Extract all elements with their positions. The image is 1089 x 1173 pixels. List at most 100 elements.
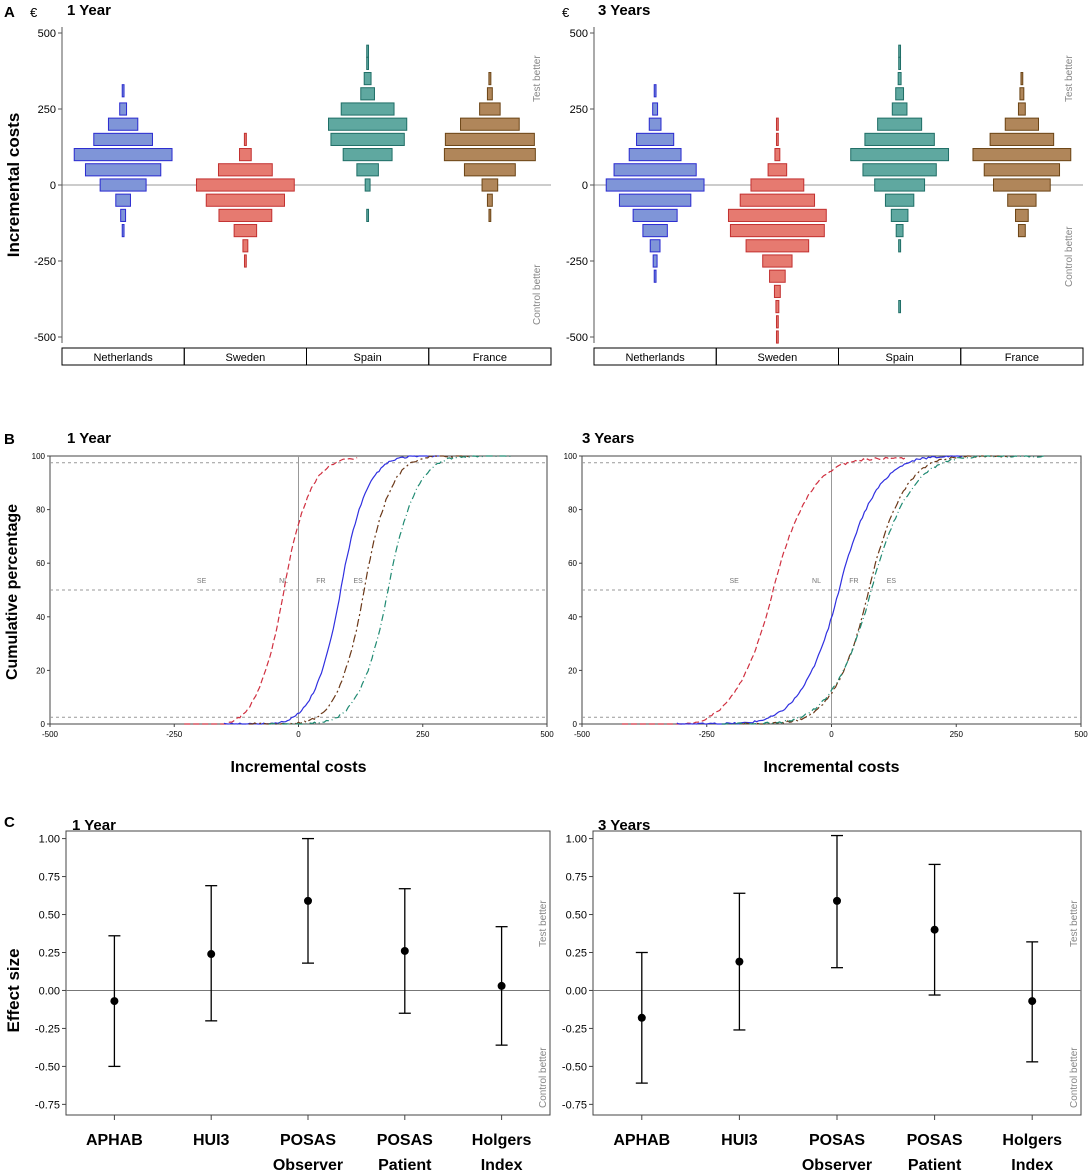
annotation-control-better: Control better (1069, 1047, 1080, 1108)
chart-title: 1 Year (67, 2, 111, 19)
chart-title: 3 Years (598, 817, 650, 834)
histogram-bin-spain (874, 178, 926, 192)
y-tick-label: 100 (564, 452, 578, 461)
chart-title: 1 Year (72, 817, 116, 834)
point-estimate-posas-patient (930, 925, 939, 934)
y-tick-label: 0.50 (39, 910, 60, 922)
histogram-bin-france (1004, 117, 1040, 131)
panel-letter-c: C (4, 814, 15, 831)
x-tick-label: -500 (574, 730, 591, 739)
histogram-bin-netherlands (84, 163, 162, 177)
histogram-bin-netherlands (121, 84, 125, 98)
x-tick-label: -250 (166, 730, 183, 739)
histogram-bin-sweden (775, 330, 779, 344)
panel-c-3-years: 3 Years 1.00 0.75 0.50 0.25 0.00 -0.25 -0.50 -0.… (562, 817, 1082, 1173)
histogram-bin-sweden (750, 178, 805, 192)
panel-letter-b: B (4, 431, 15, 448)
histogram-bin-spain (328, 117, 408, 131)
category-label-france: France (1005, 352, 1039, 364)
y-tick-label: 0.75 (566, 872, 587, 884)
histogram-bin-netherlands (119, 102, 128, 116)
x-tick-label: -500 (42, 730, 59, 739)
histogram-bin-spain (364, 178, 371, 192)
histogram-bin-netherlands (628, 148, 682, 162)
y-tick-label: -0.75 (562, 1099, 587, 1111)
histogram-bin-netherlands (648, 117, 662, 131)
histogram-bin-spain (898, 300, 902, 314)
histogram-bin-netherlands (99, 178, 147, 192)
histogram-bin-spain (862, 163, 937, 177)
histogram-bin-france (1017, 224, 1026, 238)
histogram-bin-france (972, 148, 1072, 162)
x-tick-label-posas-patient: Patient (908, 1157, 962, 1173)
histogram-bin-sweden (217, 163, 273, 177)
cdf-line-sweden (621, 456, 906, 725)
x-tick-label: 500 (540, 730, 554, 739)
category-box (960, 347, 1084, 366)
histogram-bin-sweden (205, 193, 285, 207)
histogram-bin-spain (330, 132, 405, 146)
y-tick-label: 500 (570, 28, 588, 40)
histogram-bin-netherlands (652, 254, 658, 268)
category-label-spain: Spain (886, 352, 914, 364)
currency-unit: € (562, 5, 570, 20)
histogram-bin-spain (898, 56, 902, 70)
histogram-bin-sweden (727, 208, 827, 222)
histogram-bin-netherlands (605, 178, 705, 192)
histogram-bin-spain (363, 72, 372, 86)
histogram-bin-france (983, 163, 1061, 177)
histogram-bin-sweden (729, 224, 825, 238)
category-label-spain: Spain (354, 352, 382, 364)
histogram-bin-sweden (739, 193, 816, 207)
point-estimate-holgers-index (497, 981, 506, 990)
histogram-bin-netherlands (107, 117, 139, 131)
histogram-bin-sweden (239, 148, 252, 162)
histogram-bin-sweden (218, 208, 273, 222)
histogram-bin-netherlands (653, 84, 657, 98)
y-tick-label: 1.00 (566, 834, 587, 846)
histogram-bin-sweden (243, 254, 247, 268)
histogram-bin-netherlands (93, 132, 153, 146)
point-estimate-posas-observer (833, 896, 841, 905)
category-label-netherlands: Netherlands (93, 352, 153, 364)
x-tick-label-posas-observer: POSAS (280, 1132, 336, 1149)
histogram-bin-france (1015, 208, 1029, 222)
histogram-bin-spain (342, 148, 393, 162)
histogram-bin-spain (864, 132, 935, 146)
histogram-bin-france (486, 193, 493, 207)
category-label-sweden: Sweden (225, 352, 265, 364)
histogram-bin-spain (895, 224, 904, 238)
y-tick-label: 100 (32, 452, 46, 461)
histogram-bin-sweden (233, 224, 258, 238)
panel-a-1-year: 1 Year € Incremental costs 500 250 0 -250 -500 N… (4, 2, 552, 366)
histogram-bin-sweden (745, 239, 810, 253)
y-tick-label: 80 (568, 506, 577, 515)
panel-letter-a: A (4, 4, 15, 21)
x-tick-label-aphab: APHAB (86, 1132, 143, 1149)
y-tick-label: 60 (36, 559, 45, 568)
y-tick-label: 20 (36, 666, 45, 675)
y-tick-label: 0 (573, 720, 578, 729)
histogram-bin-netherlands (120, 208, 127, 222)
x-tick-label-posas-observer: POSAS (809, 1132, 865, 1149)
y-tick-label: -500 (34, 332, 56, 344)
histogram-bin-netherlands (649, 239, 661, 253)
histogram-bin-france (989, 132, 1055, 146)
histogram-bin-sweden (242, 239, 249, 253)
x-tick-label-holgers-index: Index (1011, 1157, 1053, 1173)
category-label-sweden: Sweden (757, 352, 797, 364)
annotation-test-better: Test better (1064, 55, 1075, 102)
histogram-bin-france (443, 148, 536, 162)
median-label-nl: NL (812, 578, 821, 585)
histogram-bin-sweden (195, 178, 295, 192)
y-tick-label: -0.50 (562, 1061, 587, 1073)
x-tick-label: 0 (829, 730, 834, 739)
y-tick-label: 0.75 (39, 872, 60, 884)
histogram-bin-france (1007, 193, 1037, 207)
histogram-bin-sweden (773, 284, 781, 298)
histogram-bin-sweden (775, 132, 779, 146)
y-tick-label: 40 (568, 613, 577, 622)
point-estimate-aphab (637, 1013, 646, 1022)
median-label-fr: FR (849, 578, 858, 585)
